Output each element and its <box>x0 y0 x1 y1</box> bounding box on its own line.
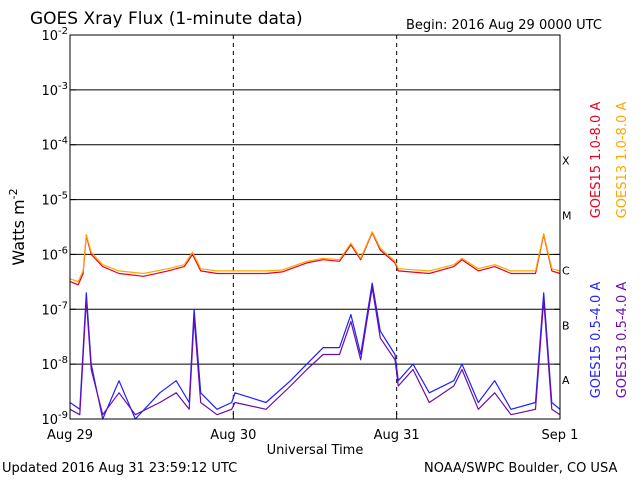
flare-class-m: M <box>562 210 572 223</box>
flare-class-x: X <box>562 155 570 168</box>
begin-label: Begin: 2016 Aug 29 0000 UTC <box>406 18 602 33</box>
series-line-2 <box>69 282 561 420</box>
y-tick-label-3: 10-5 <box>41 191 68 209</box>
legend-entry-1: GOES13 1.0-8.0 A <box>615 102 630 219</box>
flare-class-a: A <box>562 374 570 387</box>
series-line-1 <box>69 231 561 283</box>
legend: GOES15 1.0-8.0 A GOES13 1.0-8.0 A GOES15 0… <box>589 102 630 399</box>
data-series <box>69 231 561 420</box>
x-tick-label-2: Aug 31 <box>374 428 420 443</box>
y-tick-label-6: 10-8 <box>41 355 68 373</box>
y-axis-title: Watts m-2 <box>7 188 28 265</box>
x-tick-label-1: Aug 30 <box>210 428 256 443</box>
svg-text:Watts m-2: Watts m-2 <box>7 188 28 265</box>
y-tick-label-4: 10-6 <box>41 245 68 263</box>
x-tick-label-3: Sep 1 <box>542 428 579 443</box>
legend-entry-0: GOES15 1.0-8.0 A <box>589 102 604 219</box>
y-tick-label-1: 10-3 <box>41 81 68 99</box>
legend-entry-3: GOES13 0.5-4.0 A <box>615 282 630 399</box>
y-tick-label-0: 10-2 <box>41 26 68 44</box>
series-line-0 <box>69 232 561 286</box>
y-axis-ticks: 10-2 10-3 10-4 10-5 10-6 10-7 10-8 10-9 <box>41 26 560 428</box>
y-tick-label-5: 10-7 <box>41 300 68 318</box>
source-label: NOAA/SWPC Boulder, CO USA <box>424 461 617 476</box>
x-axis-ticks: Aug 29 Aug 30 Aug 31 Sep 1 <box>47 413 578 443</box>
x-tick-label-0: Aug 29 <box>47 428 93 443</box>
flare-class-labels: X M C B A <box>562 155 572 387</box>
grid-lines <box>70 34 560 420</box>
legend-entry-2: GOES15 0.5-4.0 A <box>589 282 604 399</box>
flare-class-b: B <box>562 319 570 332</box>
y-axis-label: Watts m <box>9 199 28 265</box>
y-tick-label-7: 10-9 <box>41 410 68 428</box>
series-line-3 <box>69 286 561 416</box>
y-tick-label-2: 10-4 <box>41 136 68 154</box>
plot-frame <box>69 34 561 420</box>
y-axis-label-exp: -2 <box>7 188 20 199</box>
x-axis-label: Universal Time <box>267 443 364 458</box>
chart-title: GOES Xray Flux (1-minute data) <box>30 9 303 29</box>
flare-class-c: C <box>562 264 570 277</box>
updated-label: Updated 2016 Aug 31 23:59:12 UTC <box>2 461 237 476</box>
